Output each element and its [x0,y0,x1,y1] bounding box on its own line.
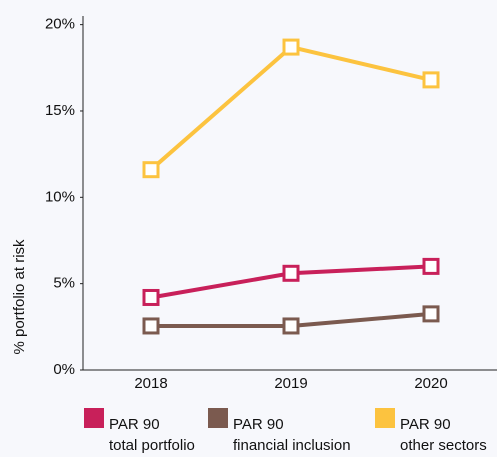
legend-description: financial inclusion [233,437,351,454]
point-marker [282,38,300,56]
point-marker [282,317,300,335]
legend-label: PAR 90 [109,416,160,433]
point-marker [422,305,440,323]
point-marker [142,317,160,335]
x-tick-label: 2020 [414,375,447,392]
y-tick-label: 20% [45,16,75,33]
y-tick-label: 0% [53,361,75,378]
legend-label: PAR 90 [400,416,451,433]
y-tick-label: 15% [45,102,75,119]
legend-description: total portfolio [109,437,195,454]
legend-description: other sectors [400,437,487,454]
y-tick-label: 5% [53,275,75,292]
point-marker [282,264,300,282]
legend-label: PAR 90 [233,416,284,433]
y-tick-label: 10% [45,188,75,205]
point-marker [142,161,160,179]
legend-swatch [208,408,228,428]
point-marker [422,257,440,275]
x-tick-label: 2018 [134,375,167,392]
point-marker [422,71,440,89]
legend-swatch [84,408,104,428]
point-marker [142,288,160,306]
x-tick-label: 2019 [274,375,307,392]
legend-swatch [375,408,395,428]
y-axis-label: % portfolio at risk [11,239,28,355]
